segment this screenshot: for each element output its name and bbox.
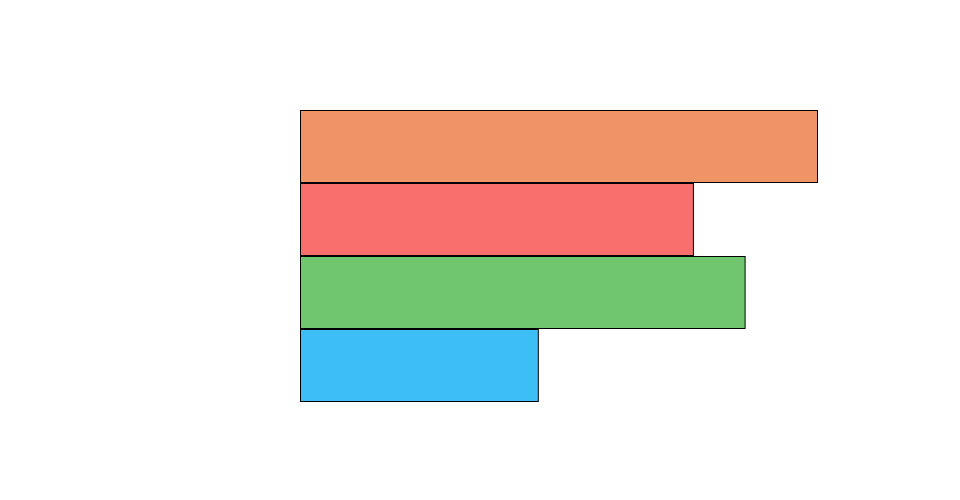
bars-group — [300, 110, 818, 402]
bar-2 — [300, 183, 694, 256]
bar-4 — [300, 329, 539, 402]
bar-1 — [300, 110, 818, 183]
bar-3 — [300, 256, 746, 329]
